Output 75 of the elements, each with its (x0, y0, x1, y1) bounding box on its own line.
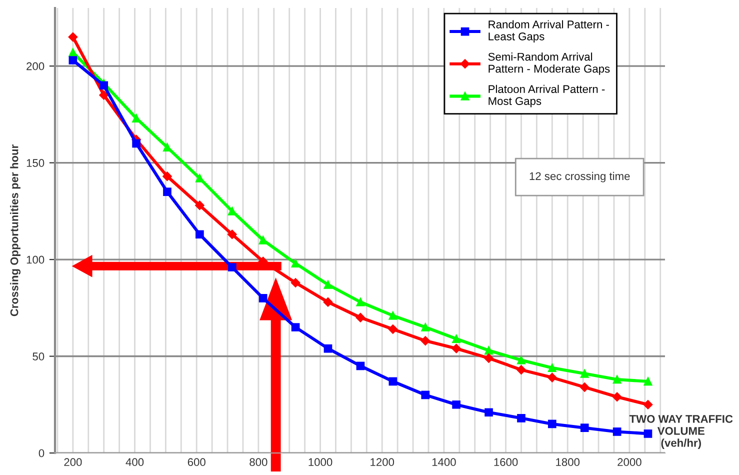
x-tick-label: 1800 (556, 458, 580, 466)
x-tick-label: 1600 (494, 458, 518, 466)
point (356, 312, 366, 322)
point (68, 48, 78, 57)
x-tick-label: 1400 (432, 458, 456, 466)
point (612, 375, 622, 384)
point (258, 294, 268, 302)
point (388, 324, 398, 334)
point (452, 334, 460, 344)
point (196, 174, 204, 182)
point (484, 354, 494, 363)
point (100, 81, 108, 90)
point (644, 377, 652, 386)
point (323, 297, 333, 307)
point (163, 188, 172, 196)
point (356, 298, 365, 306)
point (388, 311, 398, 320)
point (644, 429, 652, 438)
legend-label: Random Arrival Pattern - Least Gaps (488, 20, 609, 43)
point (643, 400, 653, 410)
point (612, 392, 622, 402)
point (258, 236, 268, 244)
legend-label: Platoon Arrival Pattern - Most Gaps (488, 84, 605, 108)
point (163, 143, 172, 152)
x-tick-label: 200 (64, 458, 82, 466)
x-tick-label: 400 (126, 458, 144, 466)
point (421, 390, 430, 400)
point (452, 400, 460, 409)
point (484, 346, 493, 355)
point (132, 139, 140, 148)
point (388, 377, 398, 386)
point (291, 259, 300, 268)
x-tick-label: 800 (250, 458, 268, 466)
point (228, 230, 237, 239)
point (517, 356, 526, 364)
y-tick-label: 150 (26, 159, 44, 167)
point (580, 382, 590, 392)
point (548, 364, 556, 372)
point (228, 263, 236, 272)
point (132, 114, 140, 122)
point (356, 362, 365, 370)
point (228, 206, 236, 216)
y-tick-label: 0 (38, 449, 44, 458)
point (420, 336, 430, 346)
point (68, 56, 78, 64)
annotation: 12 sec crossing time (530, 172, 630, 182)
point (548, 420, 556, 428)
point (612, 428, 622, 436)
y-tick-label: 200 (26, 62, 44, 70)
point (195, 200, 204, 210)
point (580, 370, 589, 378)
point (162, 172, 172, 181)
point (68, 32, 78, 42)
point (196, 230, 204, 239)
point (516, 365, 526, 374)
x-tick-label: 1200 (370, 458, 394, 466)
legend-label: Semi-Random Arrival Pattern - Moderate Gaps (488, 52, 610, 75)
y-axis-title: Crossing Opportunities per hour (10, 144, 20, 316)
x-tick-label: 1000 (308, 458, 332, 466)
point (452, 344, 461, 354)
point (290, 278, 300, 288)
y-tick-label: 50 (32, 352, 44, 360)
point (421, 323, 430, 332)
point (99, 90, 108, 100)
x-tick-label: 2000 (618, 458, 642, 466)
point (580, 424, 589, 432)
point (517, 414, 526, 422)
x-axis-title: TWO WAY TRAFFIC VOLUME (veh/hr) (629, 415, 733, 449)
point (324, 280, 332, 289)
point (484, 408, 493, 417)
y-tick-label: 100 (26, 256, 44, 264)
point (291, 323, 300, 332)
point (324, 344, 332, 353)
point (548, 372, 557, 382)
x-tick-label: 600 (188, 458, 206, 466)
